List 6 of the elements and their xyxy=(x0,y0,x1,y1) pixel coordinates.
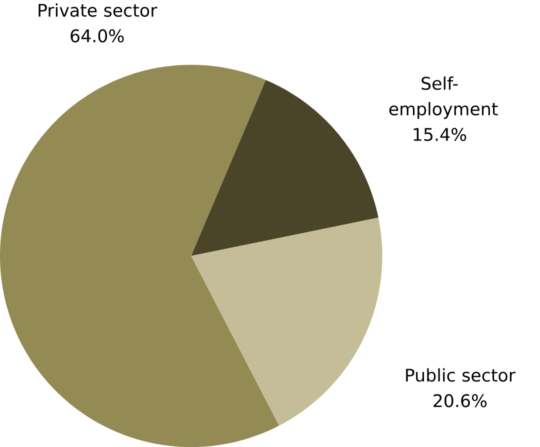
data-label: 64.0% xyxy=(70,29,124,42)
data-label: 20.6% xyxy=(434,394,487,408)
slice-label: Private sector xyxy=(38,3,158,17)
slice-label: Public sector xyxy=(406,368,516,382)
data-label: 15.4% xyxy=(414,128,466,142)
slice-label: Self-employment xyxy=(389,76,498,119)
